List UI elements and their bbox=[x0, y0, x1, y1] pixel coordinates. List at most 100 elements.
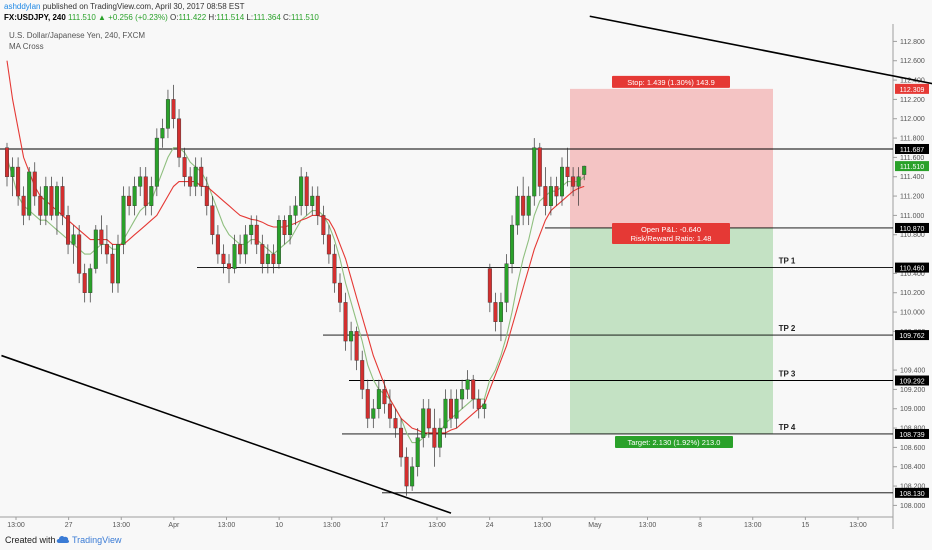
candle-body[interactable] bbox=[421, 408, 426, 438]
candle-body[interactable] bbox=[548, 186, 553, 206]
candle-body[interactable] bbox=[293, 205, 298, 216]
candle-body[interactable] bbox=[376, 389, 381, 409]
candle-body[interactable] bbox=[177, 118, 182, 158]
candle-body[interactable] bbox=[354, 331, 359, 361]
candle-body[interactable] bbox=[110, 253, 115, 284]
candle-body[interactable] bbox=[243, 234, 248, 255]
candle-body[interactable] bbox=[16, 166, 21, 197]
candle-body[interactable] bbox=[221, 253, 226, 264]
candle-body[interactable] bbox=[332, 253, 337, 284]
candle-body[interactable] bbox=[410, 466, 415, 487]
candle-body[interactable] bbox=[199, 166, 204, 187]
candle-body[interactable] bbox=[404, 456, 409, 487]
candle-body[interactable] bbox=[576, 176, 581, 187]
candle-body[interactable] bbox=[27, 171, 32, 216]
candle-body[interactable] bbox=[571, 176, 576, 187]
candle-body[interactable] bbox=[565, 166, 570, 177]
candle-body[interactable] bbox=[543, 186, 548, 206]
candle-body[interactable] bbox=[193, 166, 198, 187]
upper-channel-trendline[interactable] bbox=[589, 15, 932, 92]
candle-body[interactable] bbox=[232, 244, 237, 269]
candle-body[interactable] bbox=[71, 234, 76, 245]
candle-body[interactable] bbox=[99, 229, 104, 245]
candle-body[interactable] bbox=[132, 186, 137, 206]
candle-body[interactable] bbox=[537, 147, 542, 187]
candle-body[interactable] bbox=[487, 268, 492, 303]
candle-body[interactable] bbox=[326, 234, 331, 255]
target-zone[interactable] bbox=[570, 227, 773, 434]
candle-body[interactable] bbox=[454, 398, 459, 419]
candle-body[interactable] bbox=[238, 244, 243, 255]
candle-body[interactable] bbox=[82, 273, 87, 293]
candle-body[interactable] bbox=[465, 379, 470, 390]
candle-body[interactable] bbox=[188, 176, 193, 187]
candle-body[interactable] bbox=[393, 418, 398, 429]
candle-body[interactable] bbox=[127, 195, 132, 206]
candle-body[interactable] bbox=[282, 220, 287, 235]
candle-body[interactable] bbox=[260, 244, 265, 264]
candle-body[interactable] bbox=[254, 224, 259, 245]
candle-body[interactable] bbox=[493, 302, 498, 322]
candle-body[interactable] bbox=[310, 195, 315, 206]
tradingview-brand[interactable]: TradingView bbox=[72, 535, 122, 545]
candle-body[interactable] bbox=[304, 176, 309, 206]
candle-body[interactable] bbox=[515, 195, 520, 226]
candle-body[interactable] bbox=[215, 234, 220, 255]
candle-body[interactable] bbox=[43, 186, 48, 216]
candle-body[interactable] bbox=[265, 253, 270, 264]
candle-body[interactable] bbox=[49, 186, 54, 216]
candle-body[interactable] bbox=[271, 253, 276, 264]
candle-body[interactable] bbox=[315, 195, 320, 216]
candle-body[interactable] bbox=[443, 398, 448, 429]
candle-body[interactable] bbox=[560, 166, 565, 197]
candle-body[interactable] bbox=[10, 166, 15, 177]
candle-body[interactable] bbox=[121, 195, 126, 245]
candle-body[interactable] bbox=[343, 302, 348, 342]
candle-body[interactable] bbox=[554, 186, 559, 197]
candle-body[interactable] bbox=[32, 171, 37, 197]
candle-body[interactable] bbox=[115, 244, 120, 284]
candle-body[interactable] bbox=[432, 427, 437, 448]
candle-body[interactable] bbox=[510, 224, 515, 264]
candle-body[interactable] bbox=[387, 403, 392, 419]
candle-body[interactable] bbox=[165, 99, 170, 129]
candle-body[interactable] bbox=[249, 224, 254, 235]
author-link[interactable]: ashddylan bbox=[4, 2, 41, 11]
candle-body[interactable] bbox=[154, 137, 159, 187]
candle-body[interactable] bbox=[349, 331, 354, 342]
candle-body[interactable] bbox=[226, 263, 231, 269]
candle-body[interactable] bbox=[460, 389, 465, 400]
candle-body[interactable] bbox=[415, 437, 420, 467]
candle-body[interactable] bbox=[138, 176, 143, 187]
candle-body[interactable] bbox=[532, 147, 537, 197]
candle-body[interactable] bbox=[77, 234, 82, 274]
candle-body[interactable] bbox=[288, 215, 293, 235]
candle-body[interactable] bbox=[526, 195, 531, 216]
candle-body[interactable] bbox=[426, 408, 431, 429]
stop-zone[interactable] bbox=[570, 88, 773, 228]
candle-body[interactable] bbox=[60, 186, 65, 216]
candle-body[interactable] bbox=[437, 427, 442, 448]
candle-body[interactable] bbox=[382, 389, 387, 405]
candle-body[interactable] bbox=[399, 427, 404, 458]
candle-body[interactable] bbox=[182, 157, 187, 177]
candle-body[interactable] bbox=[476, 398, 481, 409]
candle-body[interactable] bbox=[371, 408, 376, 419]
candle-body[interactable] bbox=[149, 186, 154, 206]
candle-body[interactable] bbox=[204, 186, 209, 206]
candle-body[interactable] bbox=[482, 403, 487, 409]
candle-body[interactable] bbox=[321, 215, 326, 235]
candle-body[interactable] bbox=[299, 176, 304, 206]
candle-body[interactable] bbox=[521, 195, 526, 216]
candle-body[interactable] bbox=[582, 165, 587, 175]
candle-body[interactable] bbox=[504, 263, 509, 303]
candle-body[interactable] bbox=[365, 389, 370, 419]
candle-body[interactable] bbox=[21, 195, 26, 216]
candle-body[interactable] bbox=[38, 195, 43, 216]
candle-body[interactable] bbox=[449, 398, 454, 419]
candle-body[interactable] bbox=[360, 360, 365, 390]
candle-body[interactable] bbox=[171, 99, 176, 119]
candle-body[interactable] bbox=[338, 282, 343, 303]
candle-body[interactable] bbox=[160, 128, 165, 139]
candle-body[interactable] bbox=[4, 147, 9, 177]
